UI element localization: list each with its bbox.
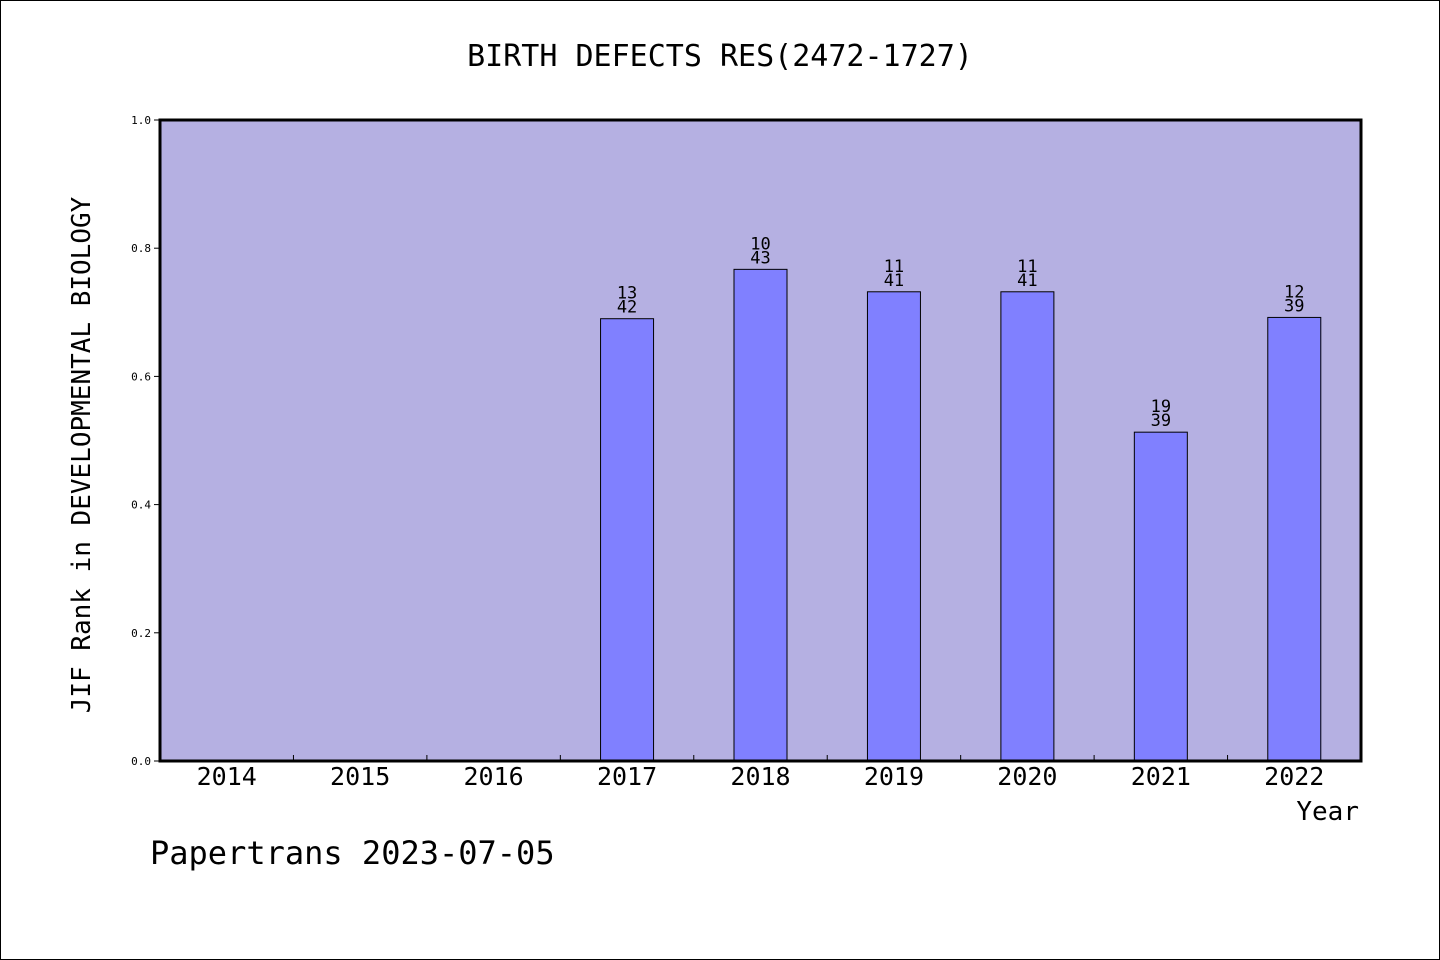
y-tick-label-0.2: 0.2 — [131, 627, 151, 640]
y-axis-label: JIF Rank in DEVELOPMENTAL BIOLOGY — [67, 196, 97, 713]
x-tick-label-2016: 2016 — [464, 762, 524, 791]
y-tick-label-0.6: 0.6 — [131, 370, 151, 383]
bar-label-2019-total: 41 — [884, 271, 904, 291]
bar-label-2018-total: 43 — [750, 248, 770, 268]
bar-label-2018-rank: 10 — [750, 234, 770, 254]
x-tick-label-2018: 2018 — [730, 762, 790, 791]
x-tick-label-2017: 2017 — [597, 762, 657, 791]
bar-label-2022-rank: 12 — [1284, 282, 1304, 302]
bar-label-2020-rank: 11 — [1017, 257, 1037, 277]
y-tick-label-0.0: 0.0 — [131, 755, 151, 768]
chart-title: BIRTH DEFECTS RES(2472-1727) — [467, 39, 973, 74]
bar-label-2020-total: 41 — [1017, 271, 1037, 291]
bar-label-2021-rank: 19 — [1151, 397, 1171, 417]
y-axis-ticks: 0.0 0.2 0.4 0.6 0.8 1.0 — [131, 114, 160, 768]
bar-2020 — [1000, 291, 1055, 762]
x-tick-label-2015: 2015 — [330, 762, 390, 791]
bar-label-2017-total: 42 — [617, 298, 637, 318]
y-tick-label-0.8: 0.8 — [131, 242, 151, 255]
bar-label-2022-total: 39 — [1284, 296, 1304, 316]
x-tick-label-2020: 2020 — [997, 762, 1057, 791]
x-tick-label-2019: 2019 — [864, 762, 924, 791]
plot-border — [158, 118, 1363, 763]
x-axis-label: Year — [1296, 797, 1359, 827]
bar-2017 — [600, 318, 655, 762]
bars-group — [600, 268, 1322, 762]
bar-2022 — [1267, 316, 1322, 762]
bar-label-2019-rank: 11 — [884, 257, 904, 277]
footer-watermark: Papertrans 2023-07-05 — [150, 834, 555, 872]
y-tick-label-1.0: 1.0 — [131, 114, 151, 127]
bar-2019 — [866, 291, 921, 762]
bar-label-2017-rank: 13 — [617, 284, 637, 304]
y-tick-label-0.4: 0.4 — [131, 499, 151, 512]
x-tick-label-2014: 2014 — [197, 762, 257, 791]
bar-2018 — [733, 268, 788, 762]
x-tick-label-2022: 2022 — [1264, 762, 1324, 791]
bar-label-2021-total: 39 — [1151, 411, 1171, 431]
x-axis-ticks: 2014 2015 2016 2017 2018 2019 2020 2021 2022 — [197, 755, 1324, 791]
bar-2021 — [1133, 431, 1188, 762]
x-tick-label-2021: 2021 — [1131, 762, 1191, 791]
